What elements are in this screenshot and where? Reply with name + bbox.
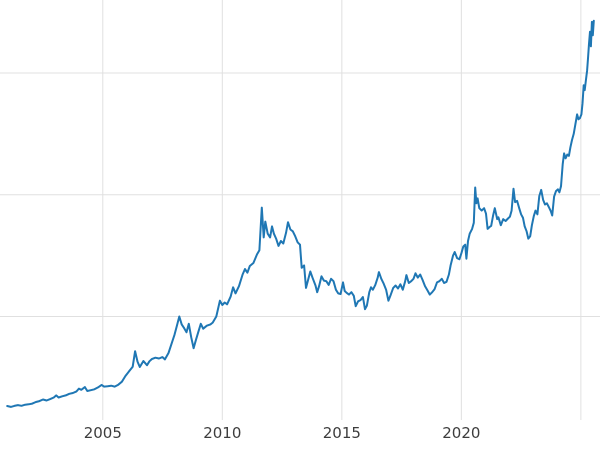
gridlines [0,0,600,420]
price-series-line [6,19,595,408]
x-tick-label: 2020 [442,424,481,442]
x-tick-label: 2010 [203,424,242,442]
x-tick-label: 2015 [322,424,361,442]
x-tick-label: 2005 [83,424,122,442]
